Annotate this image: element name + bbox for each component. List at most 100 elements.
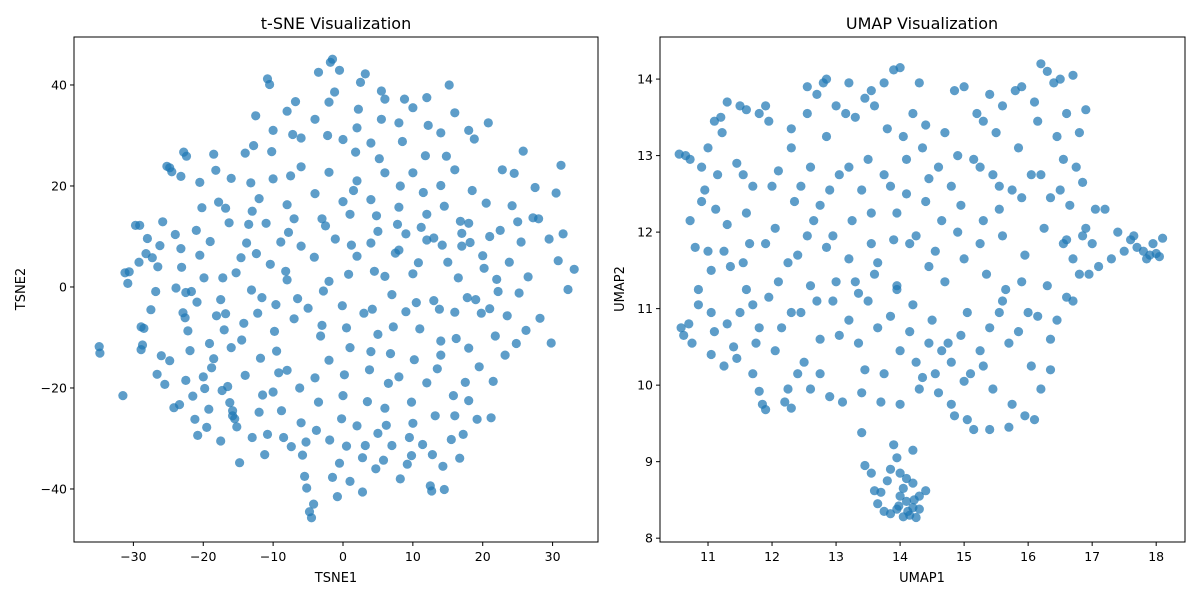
umap-point (949, 86, 960, 96)
umap-point (828, 296, 838, 306)
tsne-point (493, 286, 503, 297)
umap-point (914, 78, 924, 88)
umap-point (825, 392, 835, 402)
umap-point (1033, 311, 1043, 321)
umap-point (676, 323, 686, 333)
umap-point (1100, 204, 1110, 214)
umap-point (850, 112, 860, 122)
tsne-point (236, 253, 246, 263)
tsne-point (544, 234, 554, 244)
tsne-point (123, 278, 133, 288)
tsne-point (504, 257, 514, 267)
tsne-point (453, 273, 463, 283)
umap-point (1052, 131, 1062, 142)
tsne-point (360, 440, 370, 451)
umap-point (831, 277, 841, 287)
tsne-point (318, 286, 328, 296)
tsne-point (300, 471, 310, 481)
tsne-point (479, 263, 489, 273)
tsne-point (373, 226, 383, 236)
tsne-point (387, 290, 397, 300)
umap-point (783, 384, 793, 394)
umap-point (697, 196, 707, 207)
tsne-point (186, 286, 196, 297)
tsne-point (416, 222, 426, 232)
tsne-point (313, 397, 324, 407)
umap-point (1078, 177, 1088, 187)
umap-point (821, 131, 832, 142)
tsne-point (188, 391, 198, 401)
tsne-point (281, 266, 291, 276)
umap-point (965, 369, 976, 379)
umap-point (1068, 296, 1078, 306)
umap-point (1029, 97, 1040, 107)
umap-point (911, 231, 921, 241)
tsne-point (530, 182, 540, 193)
tsne-point (511, 338, 521, 349)
umap-point (703, 143, 713, 153)
umap-point (786, 143, 796, 153)
tsne-point (352, 421, 362, 431)
tsne-point (174, 400, 185, 410)
tsne-point (366, 138, 376, 148)
umap-point (802, 231, 812, 241)
tsne-point (254, 407, 264, 417)
umap-point (799, 357, 809, 367)
tsne-point (394, 372, 404, 382)
tsne-point (420, 151, 430, 161)
umap-point (946, 399, 956, 409)
tsne-point (202, 422, 212, 432)
tsne-point (411, 298, 421, 308)
tsne-x-tick-label: 0 (339, 549, 347, 564)
tsne-point (197, 203, 207, 213)
tsne-point (261, 218, 271, 228)
umap-point (863, 296, 873, 306)
tsne-point (451, 333, 461, 344)
umap-point (997, 296, 1008, 306)
tsne-point (397, 136, 407, 147)
tsne-point (327, 54, 338, 64)
tsne-points (94, 54, 579, 523)
tsne-point (394, 202, 404, 212)
umap-y-tick-label: 9 (645, 454, 653, 469)
umap-point (812, 89, 822, 99)
umap-point (1074, 269, 1084, 279)
umap-point (901, 189, 912, 199)
umap-point (805, 162, 816, 172)
umap-point (860, 460, 870, 471)
umap-point (1071, 162, 1081, 172)
tsne-point (320, 221, 331, 231)
umap-point (1068, 254, 1078, 264)
tsne-point (134, 257, 144, 267)
umap-point (1052, 315, 1062, 325)
tsne-point (247, 206, 257, 216)
umap-point (975, 162, 985, 172)
tsne-axes-frame (73, 36, 599, 543)
tsne-point (406, 397, 417, 407)
umap-point (761, 101, 771, 111)
umap-x-tick-label: 18 (1148, 549, 1164, 564)
tsne-point (387, 440, 397, 451)
tsne-point (176, 244, 186, 254)
umap-point (924, 338, 934, 348)
tsne-point (293, 294, 303, 304)
tsne-point (346, 240, 356, 250)
tsne-point (502, 311, 512, 321)
tsne-point (324, 355, 334, 365)
tsne-point (408, 103, 418, 113)
umap-point (850, 277, 860, 287)
umap-point (751, 338, 761, 348)
tsne-point (348, 185, 359, 196)
tsne-point (380, 94, 390, 104)
tsne-point (345, 209, 355, 219)
tsne-point (239, 318, 249, 328)
umap-x-tick-label: 17 (1084, 549, 1100, 564)
umap-point (969, 424, 979, 435)
tsne-point (495, 225, 505, 235)
tsne-point (471, 295, 481, 305)
tsne-point (509, 168, 519, 178)
tsne-point (497, 165, 507, 175)
tsne-point (330, 234, 340, 244)
tsne-point (295, 383, 305, 393)
tsne-point (485, 231, 495, 242)
